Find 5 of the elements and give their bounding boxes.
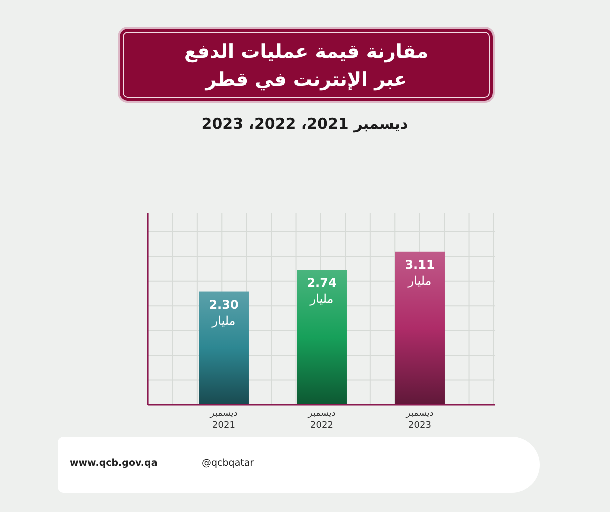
text: @qcbqatar xyxy=(202,458,254,470)
chart-title: مقارنة قيمة عمليات الدفع عبر الإنترنت في قطر xyxy=(184,40,430,93)
title-box: مقارنة قيمة عمليات الدفع عبر الإنترنت في قطر xyxy=(118,27,495,103)
text: www.qcb.gov.qa xyxy=(70,458,158,470)
chart-subtitle: ديسمبر 2021، 2022، 2023 xyxy=(200,114,410,134)
